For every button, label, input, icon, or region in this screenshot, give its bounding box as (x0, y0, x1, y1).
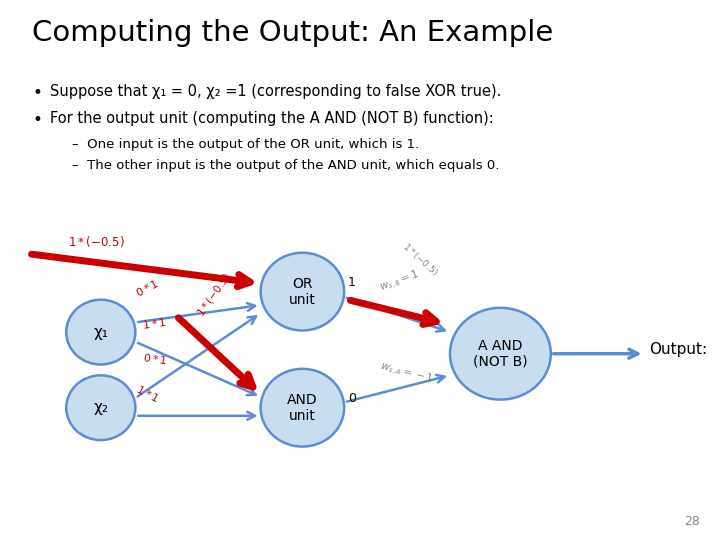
Ellipse shape (66, 300, 135, 365)
Text: $0*1$: $0*1$ (142, 351, 168, 367)
Text: $0*1$: $0*1$ (134, 276, 161, 299)
Ellipse shape (450, 308, 551, 400)
Text: $w_{s,8} = 1$: $w_{s,8} = 1$ (378, 268, 422, 296)
Text: $1*1$: $1*1$ (134, 382, 161, 404)
Text: $1*(-0.5)$: $1*(-0.5)$ (68, 234, 125, 249)
Text: Suppose that χ₁ = 0, χ₂ =1 (corresponding to false XOR true).: Suppose that χ₁ = 0, χ₂ =1 (correspondin… (50, 84, 502, 99)
Text: $1*(-0.5)$: $1*(-0.5)$ (400, 240, 440, 279)
Text: AND
unit: AND unit (287, 393, 318, 423)
Text: OR
unit: OR unit (289, 276, 316, 307)
Ellipse shape (261, 253, 344, 330)
Text: For the output unit (computing the A AND (NOT B) function):: For the output unit (computing the A AND… (50, 111, 494, 126)
Text: $w_{s,A} = -1$: $w_{s,A} = -1$ (378, 360, 434, 388)
Text: 0: 0 (348, 392, 356, 406)
Text: $1*(-0.5)$: $1*(-0.5)$ (194, 271, 234, 319)
Text: Computing the Output: An Example: Computing the Output: An Example (32, 19, 554, 47)
Text: 28: 28 (684, 515, 700, 528)
Text: χ₂: χ₂ (94, 400, 108, 415)
Text: •: • (32, 111, 42, 129)
Text: Output:: Output: (649, 342, 708, 357)
Text: 1: 1 (348, 276, 356, 289)
Text: –  The other input is the output of the AND unit, which equals 0.: – The other input is the output of the A… (72, 159, 500, 172)
Ellipse shape (66, 375, 135, 440)
Ellipse shape (261, 369, 344, 447)
Text: •: • (32, 84, 42, 102)
Text: –  One input is the output of the OR unit, which is 1.: – One input is the output of the OR unit… (72, 138, 419, 151)
Text: χ₁: χ₁ (94, 325, 108, 340)
Text: $1*1$: $1*1$ (142, 316, 168, 332)
Text: A AND
(NOT B): A AND (NOT B) (473, 339, 528, 369)
